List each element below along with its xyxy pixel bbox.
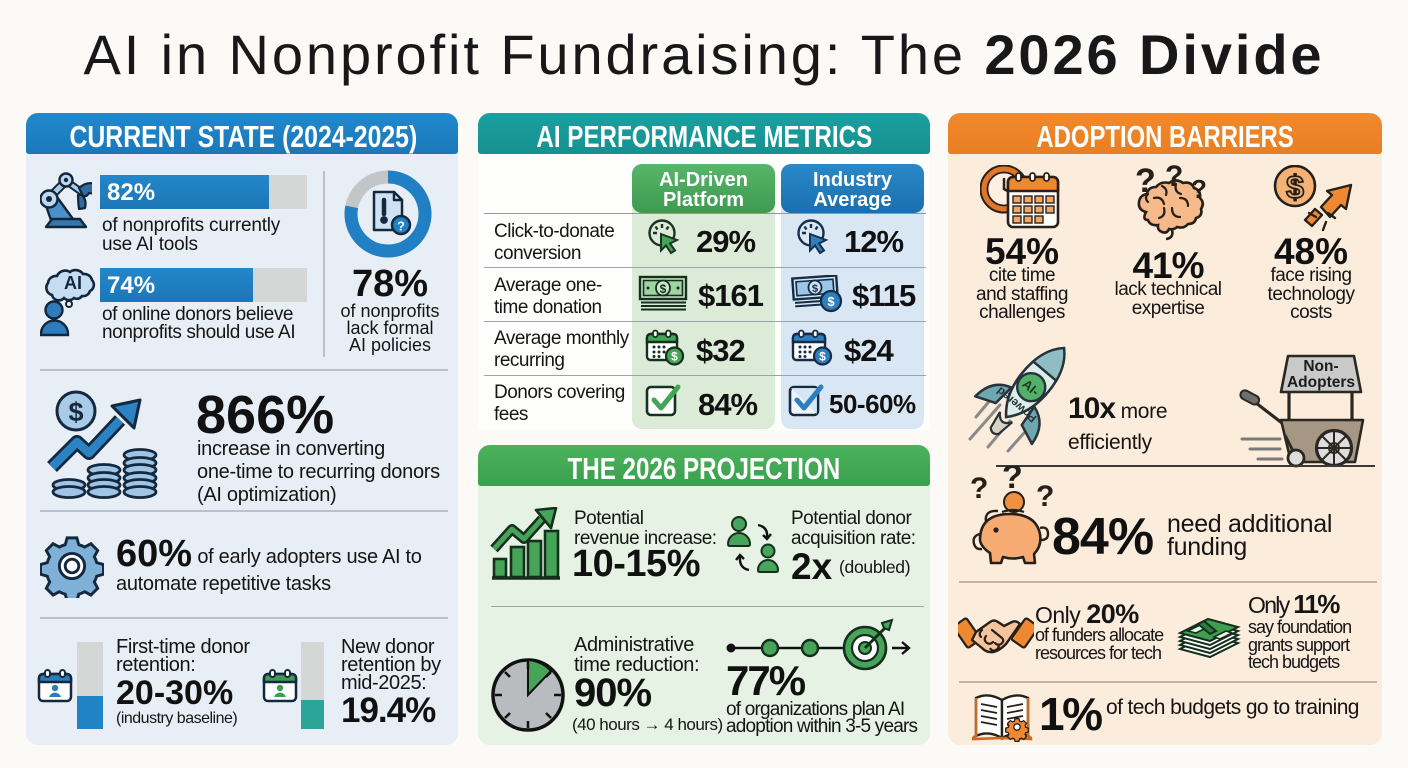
svg-text:?: ? [1191,174,1207,204]
svg-text:?: ? [1135,162,1156,200]
svg-text:$: $ [68,397,83,427]
svg-text:Non-: Non- [1303,358,1338,375]
svg-text:?: ? [1002,466,1023,496]
svg-text:?: ? [1165,160,1183,193]
svg-text:$: $ [1286,169,1304,205]
svg-text:?: ? [1036,480,1054,513]
svg-text:AI: AI [64,273,82,293]
svg-text:?: ? [970,472,988,505]
svg-text:$: $ [827,294,835,309]
svg-text:?: ? [397,219,405,234]
svg-text:Adopters: Adopters [1287,374,1355,391]
svg-text:$: $ [819,350,826,364]
svg-text:$: $ [671,350,678,364]
svg-text:$: $ [660,282,667,296]
svg-text:$: $ [812,283,819,295]
